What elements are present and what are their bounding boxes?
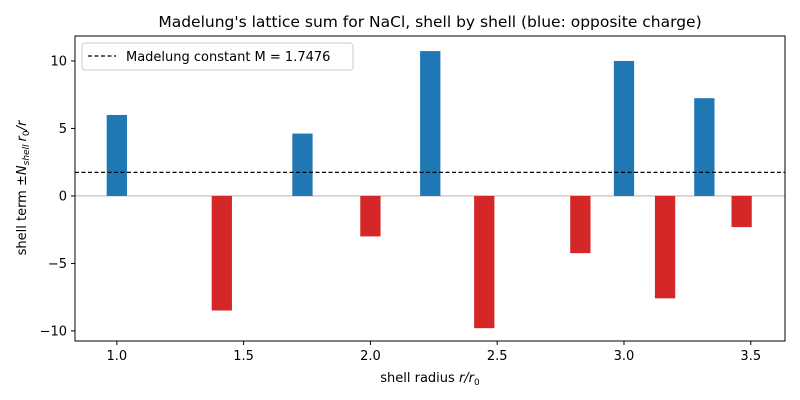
bar-opposite-charge: [694, 98, 715, 196]
y-tick-label: 5: [59, 122, 67, 137]
x-tick-label: 1.5: [233, 349, 254, 364]
bar-same-charge: [474, 195, 495, 329]
bar-opposite-charge: [420, 51, 441, 196]
bar-same-charge: [654, 195, 676, 299]
bar-same-charge: [360, 195, 381, 237]
x-tick-label: 2.5: [487, 349, 508, 364]
plot-area: [75, 51, 785, 329]
y-tick-label: −10: [40, 324, 67, 339]
bar-opposite-charge: [292, 133, 313, 196]
x-axis: 1.0 1.5 2.0 2.5 3.0 3.5: [106, 341, 761, 364]
x-axis-label-text: shell radius: [380, 371, 459, 386]
bar-opposite-charge: [613, 60, 635, 196]
y-tick-label: −5: [48, 257, 67, 272]
bar-opposite-charge: [106, 114, 127, 196]
y-axis-label-n: N: [15, 165, 30, 175]
y-axis-label-sub-0: 0: [22, 130, 32, 136]
chart-title: Madelung's lattice sum for NaCl, shell b…: [158, 13, 701, 31]
y-tick-label: 10: [50, 54, 67, 69]
y-axis-label: shell term ±Nshell r0/r: [15, 119, 32, 255]
bar-same-charge: [570, 195, 591, 254]
y-axis-label-text: shell term ±: [15, 175, 30, 255]
bar-same-charge: [211, 195, 232, 311]
y-axis-label-tail: /r: [15, 119, 30, 131]
x-tick-label: 3.5: [740, 349, 761, 364]
legend-box: [81, 42, 354, 71]
x-tick-label: 3.0: [614, 349, 635, 364]
y-axis-label-sub-shell: shell: [22, 144, 32, 165]
y-tick-label: 0: [59, 189, 67, 204]
x-axis-label: shell radius r/r0: [380, 371, 480, 388]
bar-same-charge: [731, 195, 752, 228]
y-axis: −10 −5 0 5 10: [40, 54, 75, 339]
y-axis-label-r: r: [15, 134, 30, 141]
plot-frame: [74, 35, 786, 342]
x-axis-label-math: r/r: [459, 371, 476, 386]
x-axis-label-subscript: 0: [474, 378, 480, 388]
x-tick-label: 2.0: [360, 349, 381, 364]
legend: Madelung constant M = 1.7476: [81, 42, 354, 71]
legend-label: Madelung constant M = 1.7476: [126, 50, 330, 65]
x-tick-label: 1.0: [106, 349, 127, 364]
